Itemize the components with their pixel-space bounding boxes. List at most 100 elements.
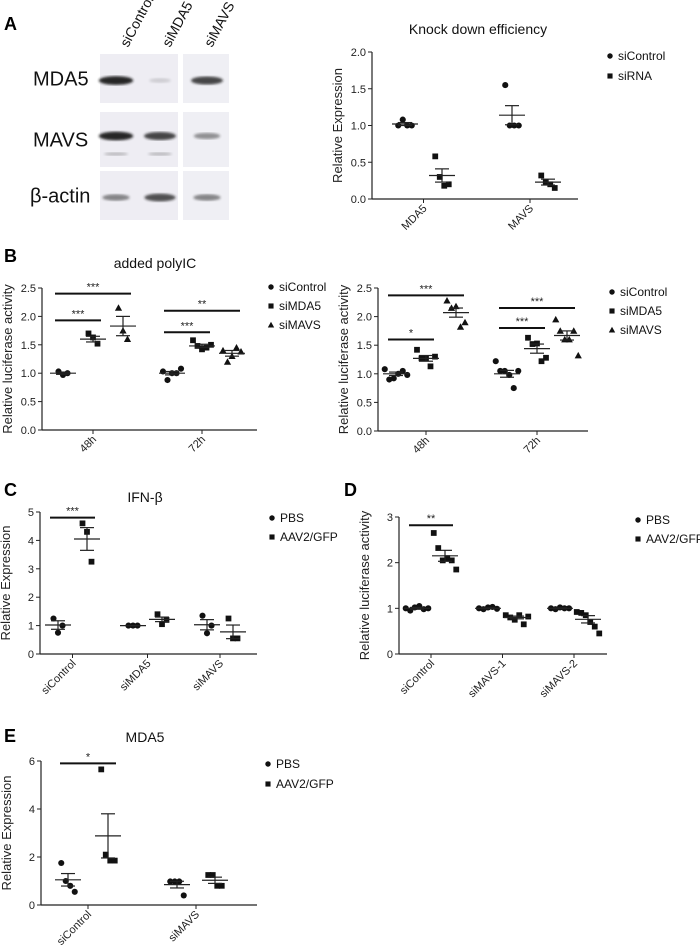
legend-marker — [267, 321, 275, 328]
chart-4: 0 1 2 3 Relative luciferase activity siContro… — [357, 510, 700, 700]
blot-band — [144, 193, 176, 202]
y-axis-title: Relative Expression — [330, 68, 345, 183]
data-point — [208, 341, 214, 348]
data-point — [443, 296, 451, 304]
data-point — [538, 358, 545, 365]
data-point — [445, 181, 452, 188]
y-tick-label: 1.0 — [351, 121, 366, 133]
data-point — [85, 330, 92, 337]
blot-band — [98, 76, 134, 85]
y-tick-label: 5 — [28, 507, 34, 519]
data-point — [432, 153, 439, 160]
data-point — [543, 354, 549, 361]
data-point — [205, 872, 212, 878]
data-point — [154, 611, 161, 618]
x-tick-label: siMAVS — [191, 658, 227, 694]
y-tick-label: 2.5 — [357, 283, 372, 295]
data-point — [510, 385, 517, 392]
y-axis-title: Relative Expression — [0, 776, 14, 891]
legend-label: siControl — [279, 280, 326, 294]
x-tick-label: 72h — [187, 434, 208, 455]
blot-band — [149, 78, 171, 83]
y-tick-label: 6 — [29, 756, 35, 768]
data-point — [551, 185, 558, 191]
legend-marker — [265, 761, 271, 767]
data-point — [94, 340, 101, 347]
legend-marker — [609, 289, 615, 295]
legend-label: siMAVS — [279, 318, 321, 332]
blot-row-label: MDA5 — [33, 69, 89, 91]
y-tick-label: 2.0 — [21, 311, 36, 323]
data-point — [203, 630, 211, 637]
y-tick-label: 1 — [28, 621, 34, 633]
data-point — [502, 612, 509, 619]
data-point — [88, 558, 95, 565]
significance-label: * — [409, 327, 414, 339]
legend-marker — [607, 53, 613, 59]
data-point — [525, 613, 532, 620]
panel-label-e: E — [4, 726, 16, 746]
data-point — [516, 612, 523, 619]
data-point — [199, 346, 205, 353]
data-point — [587, 619, 594, 625]
y-axis-title: Relative luciferase activity — [336, 284, 351, 434]
legend-label: siMDA5 — [620, 304, 662, 318]
data-point — [515, 122, 522, 129]
y-tick-label: 1.0 — [357, 369, 372, 381]
data-point — [199, 612, 206, 619]
legend-label: AAV2/GFP — [646, 532, 700, 546]
panel-label-c: C — [4, 480, 17, 500]
legend-marker — [268, 303, 274, 309]
significance-label: * — [86, 751, 91, 763]
chart-5: MDA5 0 2 4 6 Relative Expression siControl siMA… — [0, 729, 334, 947]
data-point — [573, 609, 580, 615]
lane-label: siMAVS — [201, 0, 238, 49]
data-point — [520, 621, 527, 628]
y-tick-label: 0 — [387, 649, 393, 661]
significance-label: *** — [87, 282, 101, 294]
y-tick-label: 1 — [387, 603, 393, 615]
legend-label: AAV2/GFP — [280, 530, 338, 544]
legend-label: PBS — [280, 511, 304, 525]
chart-title: added polyIC — [114, 255, 197, 271]
blot-row-label: β-actin — [30, 186, 90, 208]
data-point — [79, 520, 86, 527]
data-point — [71, 888, 78, 895]
blot-band-faint — [148, 152, 172, 156]
western-blot: siControl siMDA5 siMAVS MDA5 MAVS β-actin — [30, 0, 238, 220]
legend-marker — [268, 284, 274, 290]
data-point — [219, 346, 227, 354]
data-point — [561, 335, 569, 343]
legend-marker — [608, 326, 616, 333]
chart-2: 0.0 0.5 1.0 1.5 2.0 2.5 Relative luciferase ac… — [336, 283, 667, 456]
y-axis-title: Relative Expression — [0, 526, 13, 641]
chart-3: IFN-β 0 1 2 3 4 5 Relative Expression siControl s… — [0, 489, 338, 697]
x-tick-label: siMAVS — [167, 909, 203, 945]
chart-title: IFN-β — [127, 489, 162, 505]
legend-marker — [265, 781, 271, 787]
y-tick-label: 1.5 — [21, 340, 36, 352]
legend-marker — [635, 536, 641, 542]
blot-band — [144, 132, 176, 140]
blot-row-label: MAVS — [33, 130, 88, 152]
y-tick-label: 3 — [28, 564, 34, 576]
data-point — [511, 122, 518, 129]
x-tick-label: siMAVS-2 — [538, 658, 580, 700]
x-tick-label: siControl — [39, 658, 78, 697]
y-tick-label: 1.0 — [21, 368, 36, 380]
blot-band — [102, 194, 130, 201]
data-point — [225, 615, 232, 622]
y-tick-label: 2 — [29, 852, 35, 864]
data-point — [190, 337, 196, 344]
data-point — [223, 358, 232, 365]
data-point — [432, 353, 438, 360]
data-point — [114, 304, 123, 311]
x-tick-label: 48h — [411, 435, 432, 456]
data-point — [177, 365, 185, 372]
data-point — [435, 545, 442, 551]
data-point — [439, 557, 446, 564]
data-point — [102, 851, 109, 858]
data-point — [123, 335, 132, 342]
x-tick-label: MDA5 — [400, 203, 430, 233]
y-tick-label: 0.5 — [21, 397, 36, 409]
